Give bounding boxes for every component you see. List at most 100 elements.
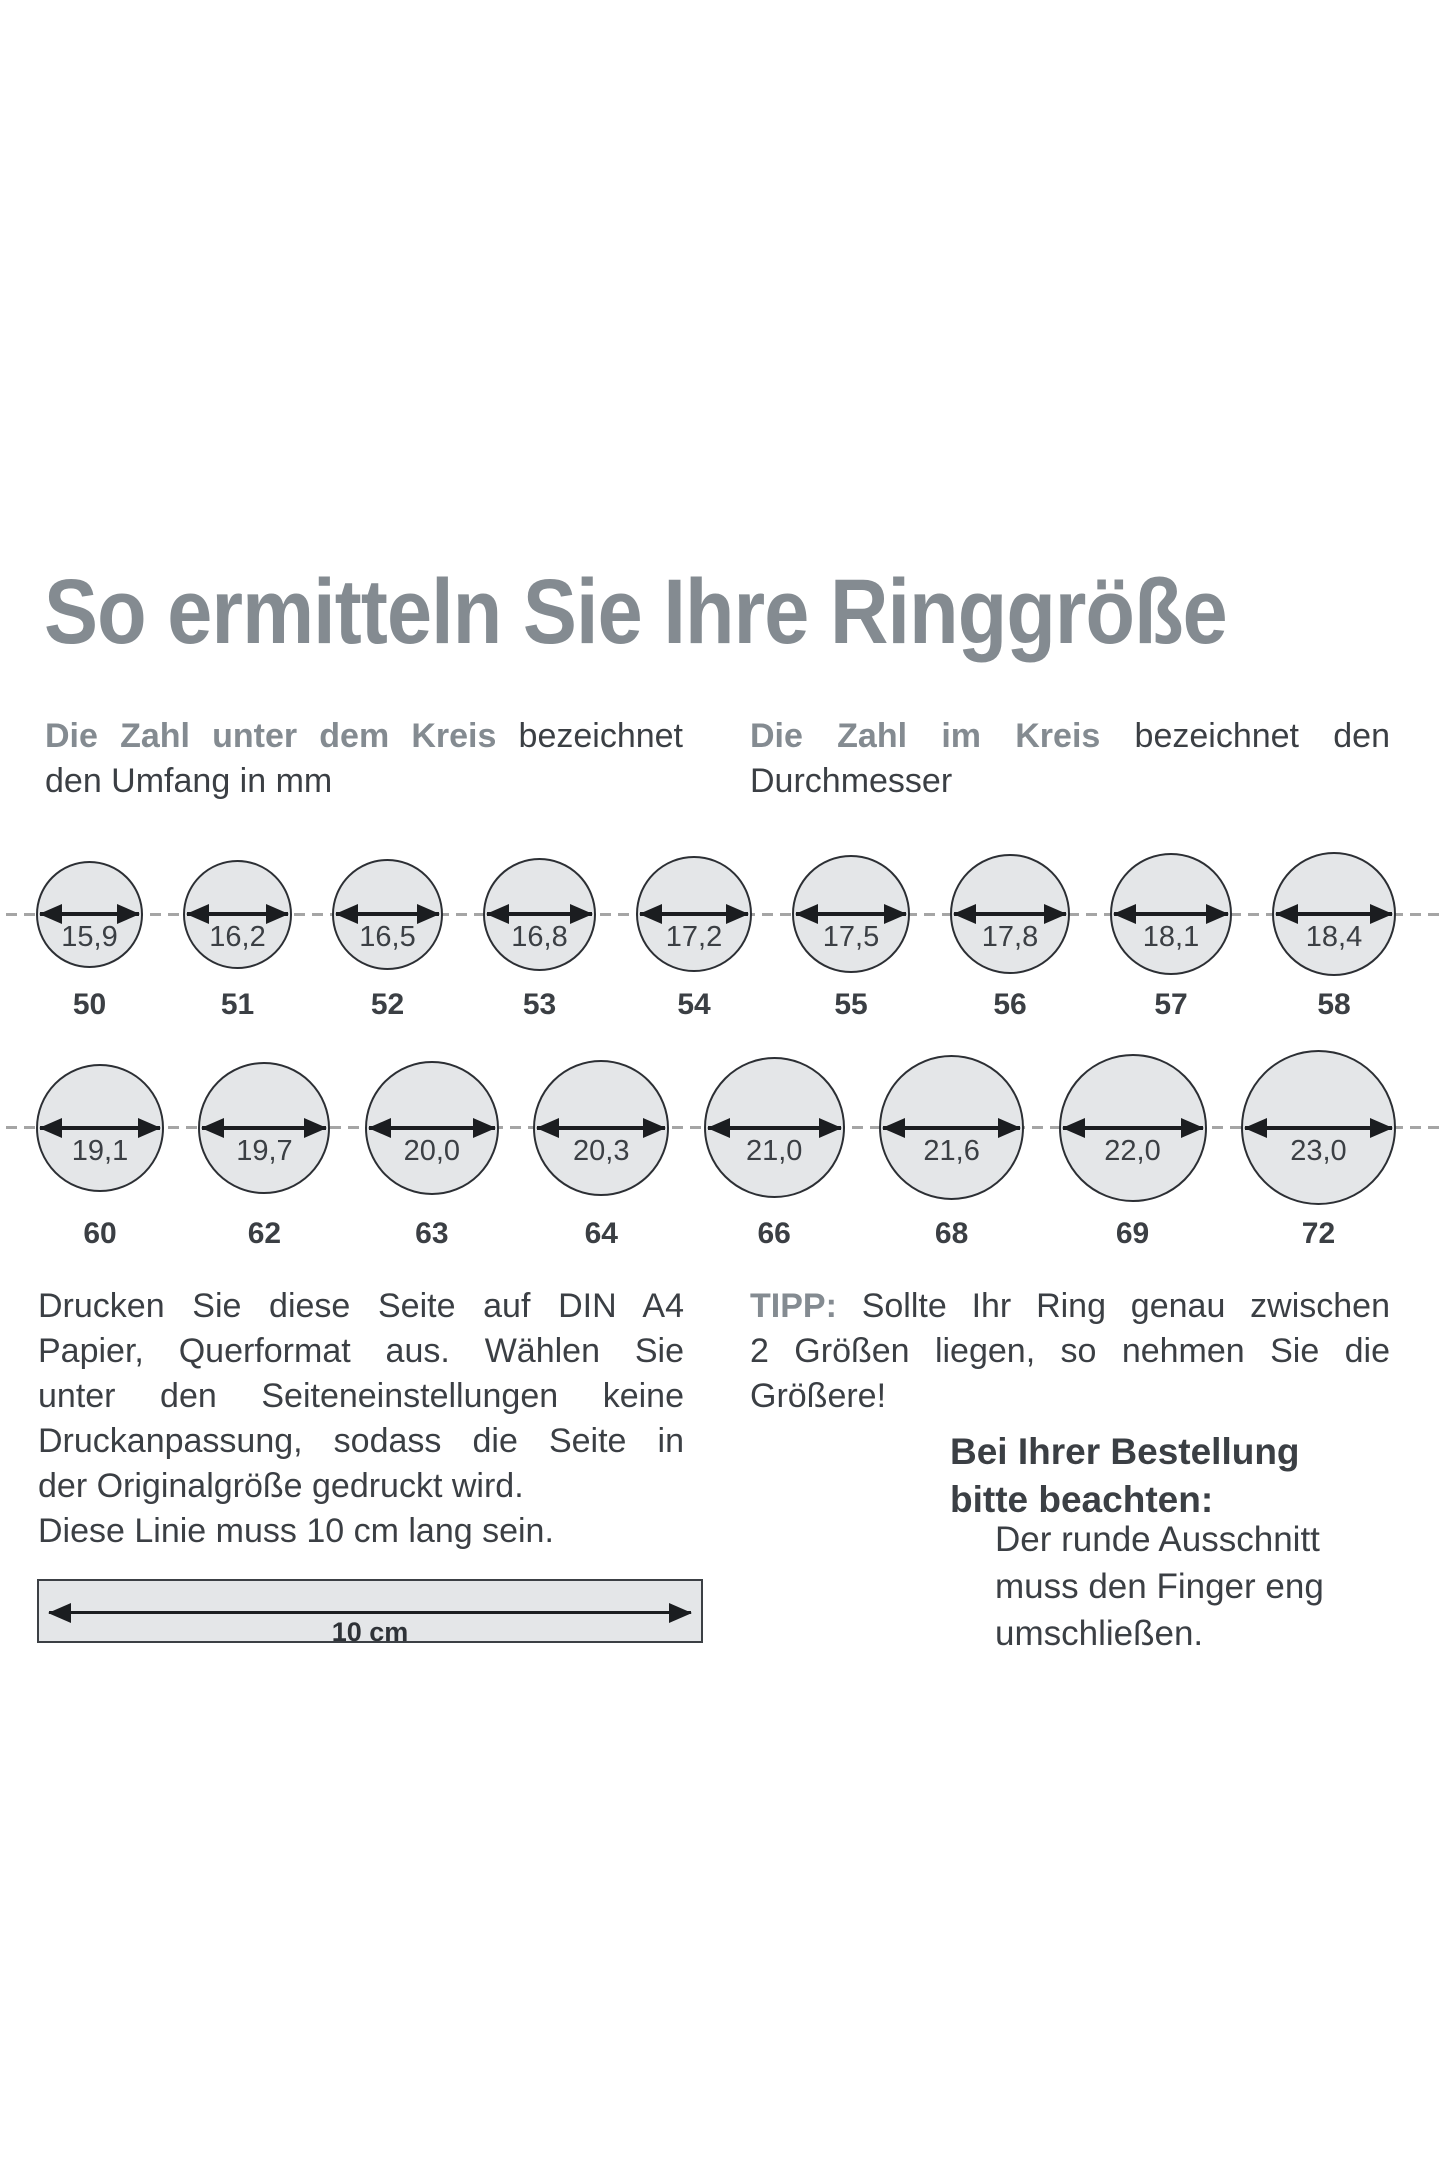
ring-size-label: 66 [757,1217,791,1250]
ring-size-label: 54 [677,988,711,1021]
ring-size-label: 57 [1154,988,1188,1021]
ring-size-label: 50 [72,988,107,1021]
diameter-value: 19,7 [236,1134,293,1167]
diameter-value: 17,8 [981,921,1039,953]
ring-row-large-sizes: 19,1 60 19,7 62 20,0 63 20,3 64 [36,1048,1396,1251]
diameter-value: 23,0 [1290,1134,1347,1167]
diameter-value: 17,5 [822,921,880,953]
diameter-value: 20,3 [573,1134,630,1167]
diameter-arrow-icon [40,1125,160,1130]
ring-circle-wrap: 16,2 [183,850,292,978]
page-title: So ermitteln Sie Ihre Ringgröße [44,561,1228,663]
ring-size-label: 63 [415,1217,449,1250]
diameter-arrow-icon [883,1125,1021,1130]
ring-size-cell: 16,8 53 [483,850,596,1022]
ring-circle-wrap: 18,1 [1110,850,1232,978]
ring-size-cell: 21,0 66 [703,1048,845,1251]
diameter-arrow-icon [1276,912,1392,916]
intro-right-lead: Die Zahl im Kreis [750,717,1101,755]
ring-circle-wrap: 19,7 [198,1048,331,1207]
ring-size-cell: 17,5 55 [792,850,910,1022]
tip-lead: TIPP: [750,1287,837,1325]
ring-size-cell: 16,5 52 [332,850,443,1022]
ring-circle: 23,0 [1240,1050,1396,1205]
ring-circle: 19,1 [36,1063,164,1192]
ring-circle: 19,7 [198,1061,331,1194]
ring-size-label: 69 [1115,1217,1150,1250]
ring-circle: 16,2 [183,859,292,969]
ring-size-label: 64 [584,1217,618,1250]
tip-note: TIPP: Sollte Ihr Ring genau zwischen 2 G… [750,1284,1390,1419]
diameter-arrow-icon [796,912,906,916]
diameter-arrow-icon [707,1125,841,1130]
instructions-line: der Originalgröße gedruckt wird. [38,1467,524,1505]
ring-size-cell: 16,2 51 [183,850,292,1022]
diameter-arrow-icon [1114,912,1228,916]
ring-circle-wrap: 20,3 [533,1048,670,1207]
ring-circle: 20,0 [364,1060,499,1195]
intro-right-line2: Durchmesser [750,762,953,800]
diameter-value: 19,1 [71,1134,129,1167]
diameter-value: 18,4 [1305,921,1363,953]
tip-line1-rest: Sollte Ihr Ring genau zwischen [836,1287,1390,1325]
ring-size-label: 58 [1317,988,1351,1021]
instructions-line: Papier, Querformat aus. Wählen Sie [38,1332,684,1370]
ring-row-small-sizes: 15,9 50 16,2 51 16,5 52 16,8 53 [36,850,1396,1022]
ring-circle: 21,6 [879,1055,1025,1200]
intro-left-line1: Die Zahl unter dem Kreis bezeichnet [45,714,683,759]
diameter-arrow-icon [954,912,1066,916]
tip-line3: Größere! [750,1377,887,1415]
tip-line2: 2 Größen liegen, so nehmen Sie die [750,1332,1390,1370]
ring-circle-wrap: 15,9 [36,850,143,978]
ring-circle-wrap: 17,2 [636,850,752,978]
ring-circle-wrap: 22,0 [1058,1048,1207,1207]
diameter-arrow-icon [487,912,592,916]
ring-size-label: 53 [522,988,557,1021]
diameter-value: 16,2 [209,921,266,953]
ring-circle-wrap: 21,0 [703,1048,845,1207]
tip-line1: TIPP: Sollte Ihr Ring genau zwischen [750,1284,1390,1329]
ring-circle-wrap: 21,6 [879,1048,1025,1207]
diameter-value: 21,0 [745,1134,803,1167]
ring-circle: 22,0 [1058,1053,1207,1202]
ring-size-cell: 15,9 50 [36,850,143,1022]
order-note-body: Der runde Ausschnitt muss den Finger eng… [995,1516,1324,1657]
diameter-value: 21,6 [923,1134,980,1167]
ring-circle: 17,8 [950,854,1070,974]
diameter-value: 17,2 [665,921,723,953]
diameter-arrow-icon [368,1125,495,1130]
ring-size-label: 55 [834,988,868,1021]
order-note-heading-line: bitte beachten: [950,1479,1214,1520]
order-note-heading: Bei Ihrer Bestellung bitte beachten: [950,1428,1300,1524]
diameter-arrow-icon [537,1125,666,1130]
diameter-value: 20,0 [403,1134,461,1167]
instructions-line: Druckanpassung, sodass die Seite in [38,1422,684,1460]
ruler-length-label: 10 cm [331,1617,409,1647]
diameter-value: 16,5 [359,921,416,953]
ring-size-label: 52 [370,988,405,1021]
ring-size-cell: 17,2 54 [636,850,752,1022]
ring-circle: 18,1 [1110,853,1232,975]
ring-size-cell: 21,6 68 [879,1048,1025,1251]
diameter-value: 18,1 [1142,921,1200,953]
diameter-arrow-icon [187,912,288,916]
order-note-body-line: muss den Finger eng [995,1567,1324,1606]
ring-size-cell: 23,0 72 [1240,1048,1396,1251]
ring-size-label: 68 [934,1217,969,1250]
ring-size-cell: 19,7 62 [198,1048,331,1251]
ring-circle: 15,9 [36,860,143,968]
diameter-arrow-icon [1062,1125,1203,1130]
ten-cm-reference-ruler: 10 cm [37,1579,703,1647]
intro-right-line1-rest: bezeichnet den [1100,717,1390,755]
ring-size-label: 72 [1301,1217,1336,1250]
ring-circle: 18,4 [1272,852,1396,976]
print-instructions: Drucken Sie diese Seite auf DIN A4 Papie… [38,1284,684,1554]
ring-circle-wrap: 23,0 [1240,1048,1396,1207]
order-note-body-line: umschließen. [995,1614,1204,1653]
intro-diameter-note: Die Zahl im Kreis bezeichnet den Durchme… [750,714,1390,804]
ring-size-label: 51 [220,988,255,1021]
intro-right-line1: Die Zahl im Kreis bezeichnet den [750,714,1390,759]
ring-circle-wrap: 16,5 [332,850,443,978]
ring-circle: 16,8 [483,857,596,971]
